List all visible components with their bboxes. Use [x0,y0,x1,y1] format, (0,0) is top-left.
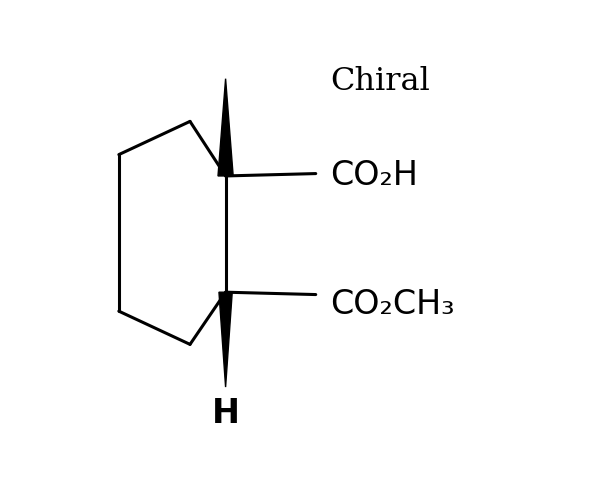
Text: Chiral: Chiral [330,66,430,96]
Text: CO₂CH₃: CO₂CH₃ [330,288,455,321]
Polygon shape [219,292,232,387]
Text: CO₂H: CO₂H [330,159,418,192]
Text: H: H [212,396,239,430]
Polygon shape [218,79,233,176]
